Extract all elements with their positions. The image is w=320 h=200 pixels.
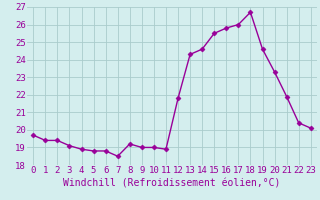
X-axis label: Windchill (Refroidissement éolien,°C): Windchill (Refroidissement éolien,°C) xyxy=(63,178,281,188)
